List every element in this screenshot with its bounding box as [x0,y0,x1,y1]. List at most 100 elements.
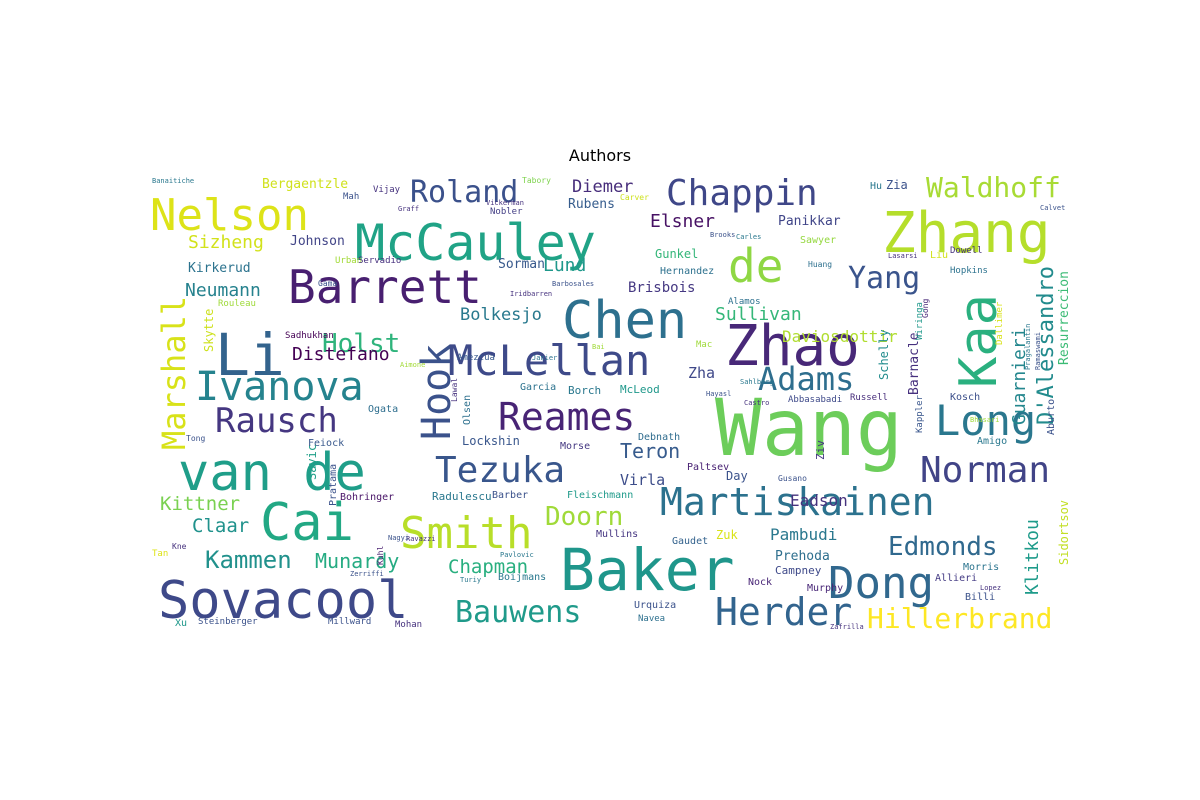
word-105: Rouleau [218,299,256,309]
word-126: Alamos [728,297,761,307]
word-34: Edmonds [888,532,998,562]
word-9: Li [215,321,285,389]
word-22: Marshall [155,296,193,450]
word-3: McCauley [355,214,596,272]
word-151: Aimone [400,361,425,369]
word-45: Guarnieri [1009,327,1030,425]
word-5: Chen [562,291,687,351]
word-156: Castro [744,399,769,407]
word-154: Vickerman [486,199,524,207]
word-62: Sorman [498,257,545,272]
word-14: Nelson [150,190,309,241]
word-143: Banaitiche [152,177,194,185]
word-112: Nobler [490,207,523,217]
word-127: Mac [696,340,712,350]
word-71: Resurreccion [1057,271,1072,365]
word-148: Calvet [1040,204,1065,212]
word-158: Pragalantin [1024,324,1032,370]
word-31: Adams [758,360,854,398]
word-109: Mah [343,192,359,202]
word-6: Zhao [725,314,860,379]
word-135: Mohan [395,620,422,630]
word-145: Brooks [710,231,735,239]
word-64: Bergaentzle [262,177,348,192]
word-13: Hook [414,344,460,440]
word-60: Johnson [290,234,345,249]
word-124: Abbasabadi [788,395,842,405]
word-165: Pavlovic [500,551,534,559]
word-140: Kne [172,542,187,551]
word-40: Munardy [315,549,399,573]
word-131: Aburto [1046,399,1057,435]
word-149: Iridbarren [510,290,552,298]
word-56: Pambudi [770,525,837,544]
word-48: Sizheng [188,232,264,253]
word-157: Hayasl [706,390,731,398]
word-101: McLeod [620,383,660,396]
word-25: Long [935,396,1036,445]
word-160: Dallimer [995,301,1005,345]
word-155: Sahlberg [740,378,774,386]
word-47: Kittner [160,493,240,515]
word-1: Wang [715,384,903,474]
word-89: Paltsev [687,462,729,473]
word-115: Zia [886,178,908,192]
word-97: Ogata [368,404,398,415]
word-66: Panikkar [778,214,841,229]
word-122: Wiringa [915,302,925,340]
word-75: Prehoda [775,549,830,564]
word-86: Gaudet [672,536,708,547]
word-88: Day [726,469,748,483]
plot-title: Authors [568,146,632,165]
word-87: Zuk [716,528,738,542]
word-163: Lopez [980,584,1001,592]
word-144: Graff [398,205,419,213]
word-79: Allieri [935,573,977,584]
word-107: Urban [335,256,362,266]
word-90: Debnath [638,432,680,443]
word-83: Schelly [877,329,891,380]
word-44: Klitkou [1022,519,1043,595]
word-113: Carver [620,193,649,202]
word-114: Hu [870,181,882,192]
word-46: Claar [192,515,249,537]
word-69: Lockshin [462,434,520,448]
word-7: Sovacool [158,571,408,630]
word-78: Murphy [807,583,843,594]
word-70: Barnacle [907,332,922,395]
word-106: Gama [318,279,337,288]
word-8: van de [178,443,366,503]
word-26: Rausch [215,401,338,441]
word-98: Olsen [462,395,473,425]
word-61: Kirkerud [188,261,251,276]
word-57: Eadson [790,491,848,510]
word-93: Fleischmann [567,490,633,501]
word-20: Ivanova [195,364,364,410]
word-166: Ravazzi [406,535,436,543]
word-100: Borch [568,384,601,397]
word-134: Millward [328,617,371,627]
word-123: Kappler [915,394,925,433]
word-72: Skytte [202,309,216,352]
word-76: Campney [775,564,822,577]
word-125: Russell [850,393,888,403]
word-117: Huang [808,260,832,269]
word-104: Sadhukhan [285,331,334,341]
word-130: Amigo [977,436,1007,447]
word-28: Herder [715,590,852,630]
word-146: Carles [736,233,761,241]
word-65: Rubens [568,197,615,212]
word-118: Liu [930,250,948,261]
word-129: Gusano [778,474,807,483]
word-30: Hillerbrand [867,602,1052,630]
word-139: Tan [152,549,168,559]
word-67: Gunkel [655,247,698,261]
word-95: Bohringer [340,492,394,503]
word-132: Xu [175,618,187,629]
word-108: Servadio [358,256,401,266]
word-80: Billi [965,592,995,603]
word-68: Hernandez [660,266,714,277]
word-16: McLellan [448,336,650,385]
word-29: Bauwens [455,595,581,630]
word-53: Diemer [572,177,633,197]
